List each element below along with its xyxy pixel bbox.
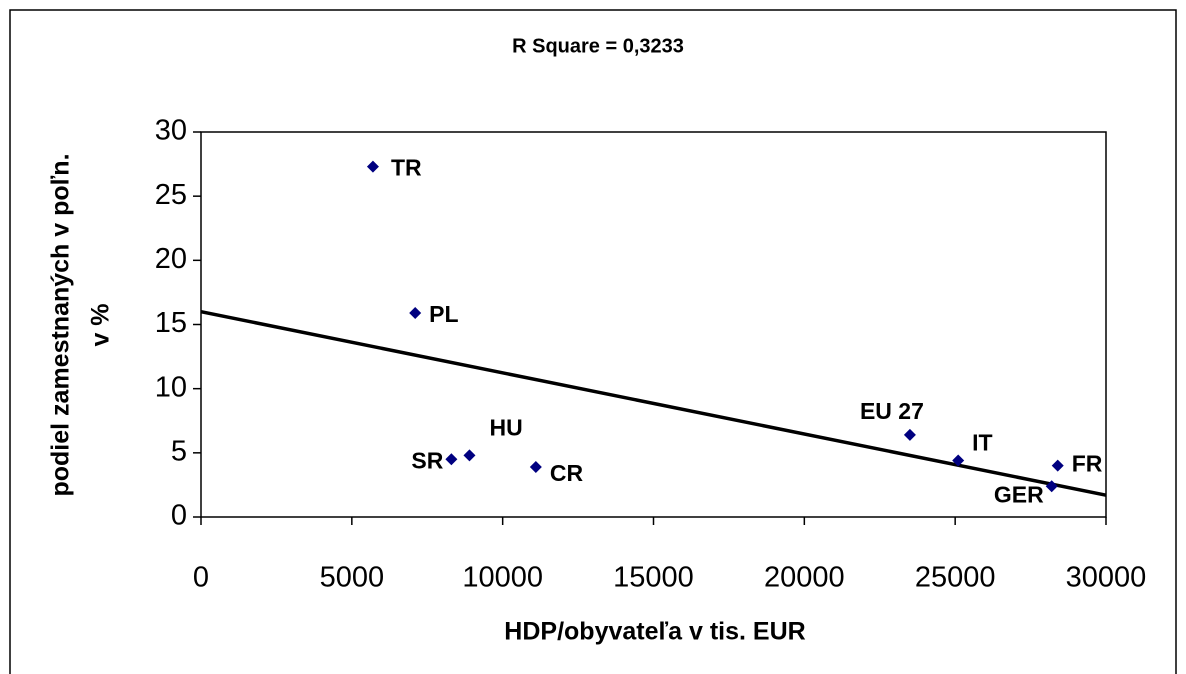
x-tick-label: 25000 [915, 562, 996, 594]
point-label: PL [429, 301, 458, 327]
x-tick-label: 15000 [613, 562, 694, 594]
point [463, 449, 476, 462]
point [445, 453, 458, 466]
y-tick-label: 20 [155, 243, 187, 275]
chart-title: R Square = 0,3233 [512, 35, 684, 57]
trendline [200, 309, 1107, 497]
x-axis-label: HDP/obyvateľa v tis. EUR [504, 618, 805, 646]
point [366, 160, 379, 173]
point-label: HU [489, 414, 522, 440]
point [903, 428, 916, 441]
y-axis-label-line: podiel zamestnaných v poľn. [47, 153, 75, 496]
x-tick-label: 0 [193, 562, 209, 594]
y-tick-label: 15 [155, 307, 187, 339]
point-label: TR [391, 155, 422, 181]
y-tick-label: 5 [171, 435, 187, 467]
point-label: IT [972, 430, 992, 456]
point [1045, 480, 1058, 493]
point-label: FR [1072, 451, 1103, 477]
x-tick-label: 30000 [1066, 562, 1147, 594]
point [1051, 459, 1064, 472]
y-tick-label: 0 [171, 500, 187, 532]
point-label: SR [411, 447, 443, 473]
y-axis-label: podiel zamestnaných v poľn. v % [47, 153, 115, 496]
y-tick-label: 30 [155, 115, 187, 147]
point-label: EU 27 [860, 398, 924, 424]
y-axis-label-line: v % [87, 303, 115, 346]
chart-border [9, 9, 1177, 674]
x-tick-label: 10000 [462, 562, 543, 594]
x-tick-label: 20000 [764, 562, 845, 594]
point [952, 454, 965, 467]
point-label: GER [994, 481, 1044, 507]
y-tick-label: 10 [155, 371, 187, 403]
point [529, 460, 542, 473]
y-tick-label: 25 [155, 179, 187, 211]
point [409, 306, 422, 319]
x-tick-label: 5000 [320, 562, 385, 594]
point-label: CR [550, 460, 584, 486]
